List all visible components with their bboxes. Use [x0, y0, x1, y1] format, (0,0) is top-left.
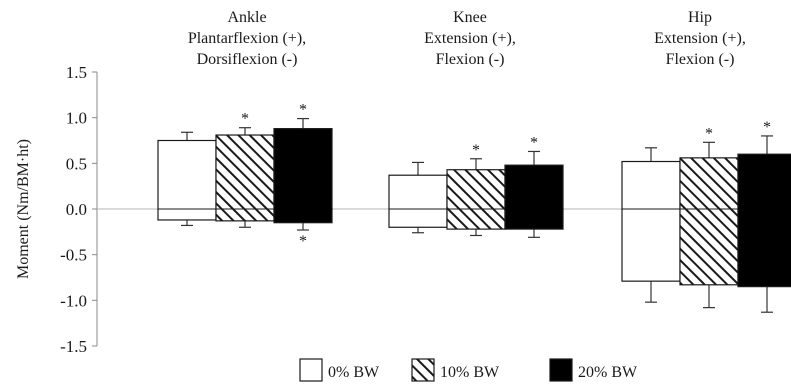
legend-label: 20% BW [578, 364, 638, 381]
bar-white [157, 139, 217, 221]
significance-marker: * [299, 102, 307, 119]
y-tick-label: -0.5 [60, 246, 87, 265]
y-axis-title: Moment (Nm/BM·ht) [15, 139, 32, 279]
y-tick-label: 0.5 [66, 154, 87, 173]
group-title-line: Ankle [227, 9, 266, 26]
bar-white [388, 174, 448, 228]
group-title-line: Extension (+), [654, 30, 746, 47]
significance-marker: * [763, 119, 771, 136]
y-tick-label: -1.5 [60, 337, 87, 356]
bar-hatched [446, 169, 506, 230]
bar-black [504, 164, 564, 230]
legend-swatch-white [299, 358, 323, 382]
y-tick-label: 1.0 [66, 109, 87, 128]
group-title-line: Flexion (-) [666, 51, 735, 68]
legend-swatch-hatched [411, 358, 435, 382]
legend-swatch-black [549, 358, 573, 382]
bar-hatched [215, 134, 275, 222]
legend-label: 10% BW [440, 364, 500, 381]
y-tick-label: 1.5 [66, 63, 87, 82]
group-title-line: Dorsiflexion (-) [197, 51, 298, 68]
bar-black [737, 153, 791, 288]
group-title-line: Knee [453, 9, 487, 26]
group-title-line: Flexion (-) [436, 51, 505, 68]
y-tick-label: -1.0 [60, 291, 87, 310]
significance-marker: * [472, 142, 480, 159]
bar-black [273, 128, 333, 224]
group-title-line: Extension (+), [424, 30, 516, 47]
bar-hatched [679, 157, 739, 286]
significance-marker: * [705, 125, 713, 142]
significance-marker: * [241, 111, 249, 128]
bar-white [621, 160, 681, 282]
group-title-line: Hip [688, 9, 712, 26]
significance-marker: * [299, 233, 307, 250]
legend-label: 0% BW [328, 364, 380, 381]
group-title-line: Plantarflexion (+), [188, 30, 306, 47]
significance-marker: * [530, 134, 538, 151]
y-tick-label: 0.0 [66, 200, 87, 219]
